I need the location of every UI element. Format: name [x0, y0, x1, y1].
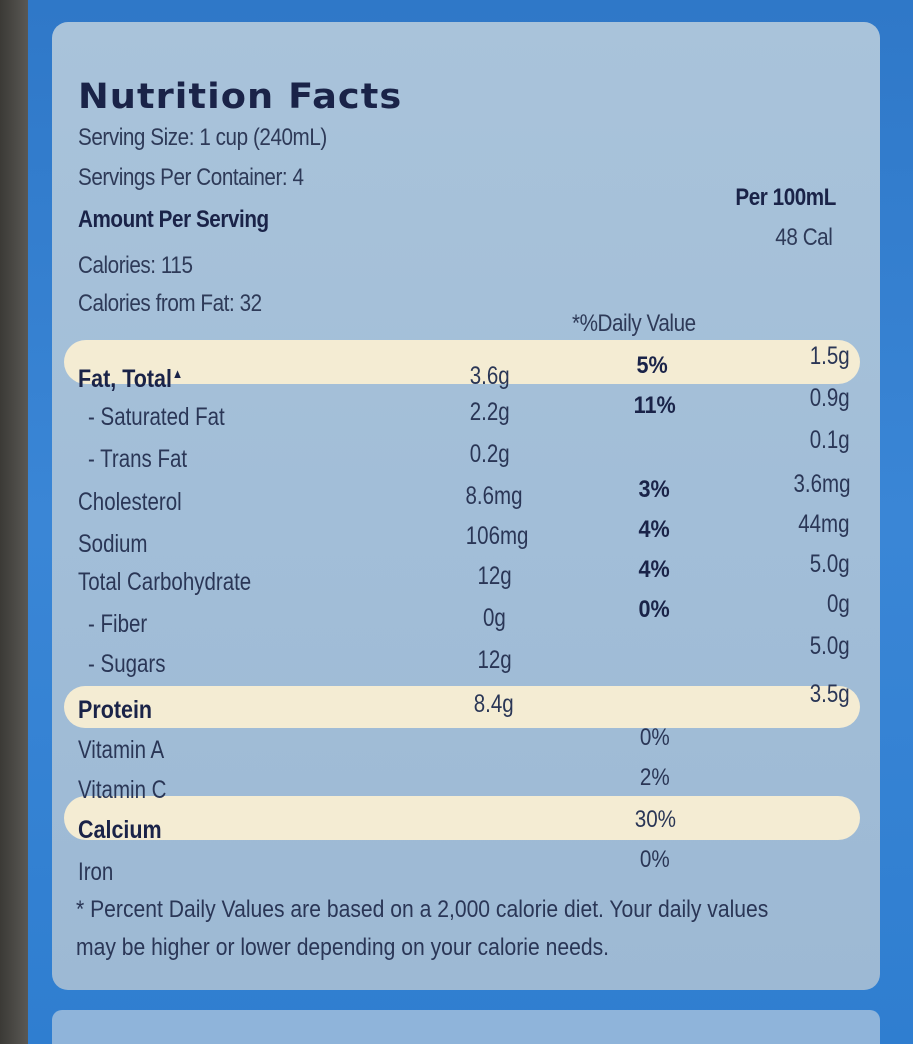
- calories: Calories: 115: [78, 252, 193, 279]
- row-dv-saturated-fat: 11%: [633, 392, 676, 419]
- row-amount-sugars: 12g: [477, 646, 512, 674]
- vitamin-label-a: Vitamin A: [78, 736, 165, 764]
- row-label-total-carbohydrate: Total Carbohydrate: [78, 568, 252, 596]
- daily-value-header: *%Daily Value: [572, 310, 696, 337]
- nutrition-panel: Nutrition Facts Serving Size: 1 cup (240…: [52, 22, 880, 990]
- per-100ml-header: Per 100mL: [735, 184, 836, 211]
- vitamin-dv-calcium: 30%: [634, 806, 676, 833]
- row-per100-cholesterol: 3.6mg: [793, 470, 850, 498]
- row-per100-trans-fat: 0.1g: [810, 426, 850, 454]
- calories-from-fat: Calories from Fat: 32: [78, 290, 262, 317]
- row-label-fiber: - Fiber: [88, 610, 148, 638]
- vitamin-label-iron: Iron: [78, 858, 114, 886]
- footnote-line-1: * Percent Daily Values are based on a 2,…: [76, 896, 769, 923]
- row-per100-sodium: 44mg: [798, 510, 850, 538]
- footnote-line-2: may be higher or lower depending on your…: [76, 934, 610, 961]
- row-per100-protein: 3.5g: [810, 680, 850, 708]
- row-per100-fat-total: 1.5g: [810, 342, 850, 370]
- amount-per-serving: Amount Per Serving: [78, 206, 269, 233]
- row-label-sodium: Sodium: [78, 530, 148, 558]
- row-amount-cholesterol: 8.6mg: [465, 482, 522, 510]
- row-dv-total-carbohydrate: 4%: [638, 556, 670, 583]
- row-per100-fiber: 0g: [827, 590, 850, 618]
- row-dv-fat-total: 5%: [636, 352, 668, 379]
- servings-per-container: Servings Per Container: 4: [78, 164, 304, 191]
- row-amount-fiber: 0g: [483, 604, 506, 632]
- highlight-calcium: [64, 796, 860, 840]
- vitamin-dv-a: 0%: [640, 724, 670, 751]
- serving-size: Serving Size: 1 cup (240mL): [78, 124, 327, 151]
- per-100ml-calories: 48 Cal: [774, 224, 833, 251]
- caret-icon: ▲: [171, 366, 184, 381]
- vitamin-dv-iron: 0%: [640, 846, 670, 873]
- highlight-protein: [64, 686, 860, 728]
- row-per100-sugars: 5.0g: [810, 632, 850, 660]
- highlight-fat: [64, 340, 860, 384]
- row-per100-total-carbohydrate: 5.0g: [810, 550, 850, 578]
- row-label-cholesterol: Cholesterol: [78, 488, 182, 516]
- row-amount-protein: 8.4g: [474, 690, 514, 718]
- carton-bottom-strip: [52, 1010, 880, 1044]
- vitamin-label-calcium: Calcium: [78, 816, 162, 844]
- vitamin-dv-c: 2%: [640, 764, 670, 791]
- row-label-sugars: - Sugars: [88, 650, 166, 678]
- row-amount-saturated-fat: 2.2g: [470, 398, 510, 426]
- row-dv-cholesterol: 3%: [638, 476, 670, 503]
- row-per100-saturated-fat: 0.9g: [810, 384, 850, 412]
- row-label-fat-total: Fat, Total▲: [78, 365, 184, 393]
- row-amount-total-carbohydrate: 12g: [477, 562, 512, 590]
- row-label-protein: Protein: [78, 696, 153, 724]
- row-amount-fat-total: 3.6g: [470, 362, 510, 390]
- row-dv-sodium: 4%: [638, 516, 670, 543]
- row-label-trans-fat: - Trans Fat: [88, 445, 188, 473]
- row-dv-fiber: 0%: [638, 596, 670, 623]
- row-amount-trans-fat: 0.2g: [470, 440, 510, 468]
- vitamin-label-c: Vitamin C: [78, 776, 167, 804]
- row-amount-sodium: 106mg: [465, 522, 528, 550]
- row-label-saturated-fat: - Saturated Fat: [88, 403, 225, 431]
- nutrition-title: Nutrition Facts: [78, 77, 403, 117]
